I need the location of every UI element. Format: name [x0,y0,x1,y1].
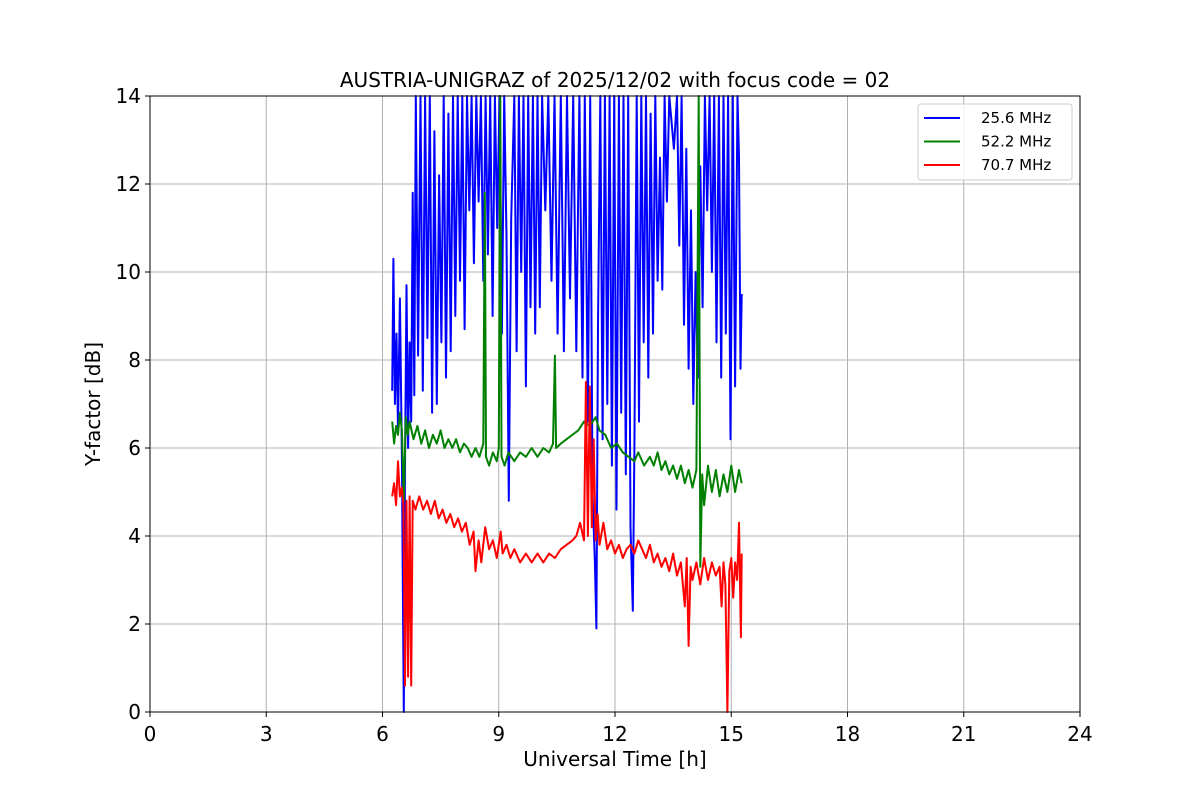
y-tick-label: 2 [128,612,141,636]
legend-box [917,103,1073,181]
legend: 25.6 MHz 52.2 MHz 70.7 MHz [917,103,1073,181]
x-tick-label: 21 [951,722,976,746]
legend-label: 70.7 MHz [981,156,1051,174]
y-tick-label: 12 [116,172,141,196]
y-tick-label: 6 [128,436,141,460]
y-tick-label: 4 [128,524,141,548]
legend-label: 52.2 MHz [981,133,1051,151]
y-tick-label: 8 [128,348,141,372]
x-tick-label: 3 [260,722,273,746]
x-tick-label: 24 [1067,722,1092,746]
x-tick-label: 9 [492,722,505,746]
y-axis-label: Y-factor [dB] [81,342,105,467]
y-tick-label: 14 [116,84,141,108]
x-tick-label: 18 [835,722,860,746]
legend-items: 25.6 MHz 52.2 MHz 70.7 MHz [924,109,1051,174]
x-tick-label: 12 [602,722,627,746]
x-tick-label: 15 [719,722,744,746]
series-line-70-7-mhz [391,381,743,713]
x-axis-label: Universal Time [h] [523,747,706,771]
x-tick-label: 6 [376,722,389,746]
y-tick-label: 0 [128,700,141,724]
y-tick-label: 10 [116,260,141,284]
legend-label: 25.6 MHz [981,109,1051,127]
x-tick-label: 0 [144,722,157,746]
series-line-52-2-mhz [391,95,743,568]
chart-title: AUSTRIA-UNIGRAZ of 2025/12/02 with focus… [340,68,890,92]
